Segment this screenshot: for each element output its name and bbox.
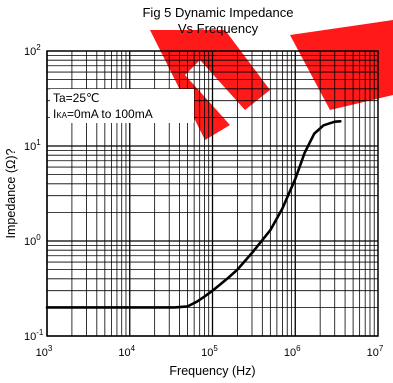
x-tick-labels: 103 104 105 106 107: [36, 344, 384, 359]
plot-frame: [46, 50, 379, 337]
x-tick-label: 104: [118, 344, 135, 359]
legend-text-current-range: IKA=0mA to 100mA: [53, 107, 153, 121]
chart-title-line2: Vs Frequency: [178, 21, 259, 36]
legend-current-range: =0mA to 100mA: [67, 107, 153, 121]
legend-text-temperature: Ta=25℃: [53, 91, 100, 105]
legend-background: [50, 89, 194, 123]
chart-title-line1: Fig 5 Dynamic Impedance: [142, 5, 293, 20]
x-tick-label: 107: [367, 344, 384, 359]
y-tick-label: 101: [24, 138, 41, 153]
x-axis-label: Frequency (Hz): [169, 364, 255, 378]
x-tick-label: 105: [201, 344, 218, 359]
y-tick-labels: 10-1 100 101 102: [24, 43, 44, 343]
legend-current-symbol: I: [53, 107, 56, 121]
y-tick-label: 100: [24, 233, 41, 248]
x-tick-label: 103: [36, 344, 53, 359]
y-tick-label: 102: [24, 43, 41, 58]
y-tick-label: 10-1: [24, 328, 44, 343]
legend: Ta=25℃ IKA=0mA to 100mA: [50, 89, 194, 123]
watermark: [150, 20, 393, 140]
x-tick-label: 106: [284, 344, 301, 359]
y-axis-label: Impedance (Ω)?: [4, 148, 18, 238]
impedance-curve: [45, 120, 342, 309]
legend-current-subscript: KA: [56, 111, 67, 120]
